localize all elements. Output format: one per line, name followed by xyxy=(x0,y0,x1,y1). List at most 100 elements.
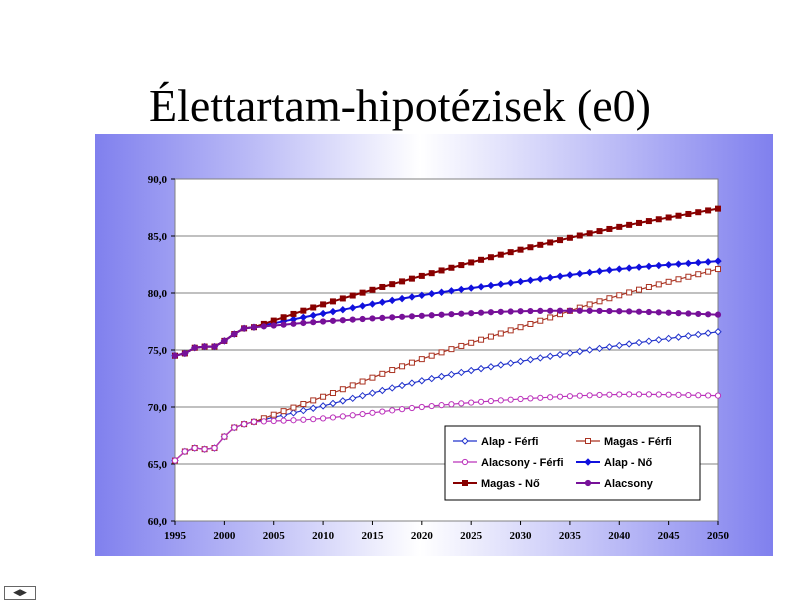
data-point xyxy=(378,386,387,395)
data-point xyxy=(320,393,327,400)
data-point xyxy=(566,234,573,241)
x-tick-label: 2025 xyxy=(460,530,483,542)
data-point xyxy=(339,295,346,302)
data-point xyxy=(398,406,406,413)
data-point xyxy=(517,395,524,403)
data-point xyxy=(349,316,356,323)
data-point xyxy=(606,391,613,398)
data-point xyxy=(408,275,415,282)
data-point xyxy=(685,273,692,280)
data-point xyxy=(250,324,258,331)
data-point xyxy=(477,283,485,291)
legend-item: Alacsony - Férfi xyxy=(453,457,564,469)
data-point xyxy=(566,307,574,314)
data-point xyxy=(468,259,475,266)
data-point xyxy=(576,347,584,356)
data-point xyxy=(329,390,336,397)
data-point xyxy=(507,308,514,315)
data-point xyxy=(379,314,386,322)
data-point xyxy=(369,286,376,293)
data-point xyxy=(359,289,366,296)
data-point xyxy=(329,298,336,305)
data-point xyxy=(517,308,524,315)
data-point xyxy=(705,311,712,318)
data-point xyxy=(547,239,554,246)
legend-swatch-marker xyxy=(585,438,591,444)
data-point xyxy=(695,271,702,278)
data-point xyxy=(586,301,593,308)
data-point xyxy=(389,407,396,414)
data-point xyxy=(487,333,494,340)
data-point xyxy=(221,337,228,344)
data-point xyxy=(606,295,613,302)
data-point xyxy=(437,288,446,296)
legend-swatch-marker xyxy=(462,480,468,486)
y-tick-label: 90,0 xyxy=(148,174,168,186)
data-point xyxy=(714,392,722,399)
data-point xyxy=(477,309,485,316)
series-5 xyxy=(171,307,722,359)
series-lines xyxy=(171,205,722,465)
data-point xyxy=(250,418,258,425)
legend-box xyxy=(444,425,701,501)
data-point xyxy=(447,370,456,379)
data-point xyxy=(605,266,614,274)
data-point xyxy=(537,241,544,248)
data-point xyxy=(487,281,495,290)
data-point xyxy=(231,330,238,338)
x-tick-label: 2030 xyxy=(510,530,532,542)
x-tick-label: 1995 xyxy=(164,530,187,542)
data-point xyxy=(507,396,514,403)
legend-swatch-marker xyxy=(584,479,592,487)
data-point xyxy=(547,394,554,401)
data-point xyxy=(566,271,574,279)
data-point xyxy=(546,273,554,282)
data-point xyxy=(418,403,425,411)
data-point xyxy=(685,310,692,317)
data-point xyxy=(448,346,455,353)
data-point xyxy=(389,281,396,288)
data-point xyxy=(615,265,623,273)
legend-item: Magas - Nő xyxy=(453,478,540,490)
data-point xyxy=(516,357,525,366)
x-tick-label: 2035 xyxy=(559,530,582,542)
data-point xyxy=(655,261,663,270)
data-point xyxy=(378,298,387,306)
data-point xyxy=(497,308,504,315)
data-point xyxy=(517,246,524,253)
data-point xyxy=(428,312,435,319)
data-point xyxy=(290,404,297,411)
data-point xyxy=(329,399,337,408)
data-point xyxy=(408,404,416,412)
data-point xyxy=(329,317,337,324)
data-point xyxy=(507,327,514,334)
data-point xyxy=(625,340,633,348)
data-point xyxy=(191,344,198,351)
legend-item: Alacsony xyxy=(576,478,654,490)
data-point xyxy=(428,352,435,359)
data-point xyxy=(714,257,722,265)
data-point xyxy=(636,219,643,226)
legend-label: Alap - Nő xyxy=(604,457,653,469)
data-point xyxy=(645,283,652,290)
data-point xyxy=(655,309,662,316)
data-point xyxy=(506,359,515,367)
data-point xyxy=(359,315,366,323)
data-point xyxy=(695,209,702,216)
data-point xyxy=(398,381,406,390)
data-point xyxy=(319,402,327,410)
data-point xyxy=(379,370,386,377)
data-point xyxy=(645,391,652,398)
data-point xyxy=(438,311,445,318)
data-point xyxy=(497,361,505,369)
slide-nav-icon[interactable]: ◀▶ xyxy=(4,586,36,600)
data-point xyxy=(339,317,346,324)
data-point xyxy=(457,368,466,377)
legend-label: Alacsony xyxy=(604,478,654,490)
data-point xyxy=(231,424,238,431)
legend-label: Alap - Férfi xyxy=(481,436,538,448)
series-2 xyxy=(171,391,722,464)
data-point xyxy=(280,417,287,424)
data-point xyxy=(665,391,672,398)
legend-item: Magas - Férfi xyxy=(576,436,672,448)
